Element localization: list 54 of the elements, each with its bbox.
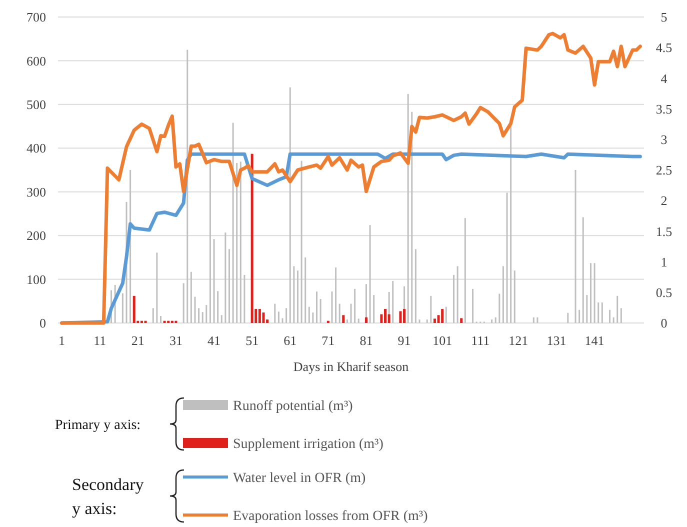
y-tick-label: 400 xyxy=(26,140,46,156)
y-tick-label: 0 xyxy=(40,316,46,331)
bar xyxy=(342,315,345,323)
bar xyxy=(399,311,402,323)
bar xyxy=(250,154,254,323)
text: Primary y axis: xyxy=(55,418,141,433)
y-tick-label: 200 xyxy=(26,228,46,244)
bar xyxy=(433,318,436,323)
y-tick-label: 700 xyxy=(26,10,46,25)
y2-tick-label: 2.5 xyxy=(656,162,672,178)
y2-tick-label: 3 xyxy=(660,132,668,147)
x-tick-label: 141 xyxy=(584,333,604,348)
y2-tick-label: 4 xyxy=(660,70,668,86)
y-tick-label: 600 xyxy=(26,53,46,68)
y2-tick-label: 3.5 xyxy=(656,101,672,116)
line-series xyxy=(60,32,642,325)
legend-label: Water level in OFR (m) xyxy=(233,470,366,486)
y2-tick-label: 0 xyxy=(660,316,668,331)
text: Secondary y axis: xyxy=(72,474,144,518)
x-tick-label: 101 xyxy=(432,333,452,348)
bar xyxy=(403,309,406,323)
x-tick-label: 21 xyxy=(131,333,144,348)
x-tick-label: 131 xyxy=(546,333,566,348)
y2-tick-label: 1 xyxy=(660,254,668,270)
y-tick-label: 500 xyxy=(26,96,46,112)
bar xyxy=(364,317,368,323)
y-tick-label: 100 xyxy=(26,272,46,287)
bar xyxy=(460,318,463,323)
x-tick-label: 11 xyxy=(94,333,106,348)
x-tick-label: 111 xyxy=(471,333,490,348)
x-tick-label: 121 xyxy=(508,333,528,348)
bar xyxy=(441,309,444,323)
x-tick-label: 91 xyxy=(398,333,411,348)
y2-tick-label: 2 xyxy=(660,193,668,208)
bar xyxy=(384,309,386,323)
y2-tick-label: 5 xyxy=(660,10,668,25)
y2-tick-label: 1.5 xyxy=(656,224,672,239)
legend-label: Supplement irrigation (m³) xyxy=(233,436,384,452)
y2-tick-label: 0.5 xyxy=(656,284,672,300)
y-tick-label: 300 xyxy=(26,184,46,200)
legend-label: Evaporation losses from OFR (m³) xyxy=(233,508,428,524)
bar xyxy=(258,309,261,323)
x-tick-label: 31 xyxy=(169,333,182,348)
x-axis-title: Days in Kharif season xyxy=(293,359,410,374)
x-tick-label: 41 xyxy=(208,333,221,348)
x-tick-label: 51 xyxy=(246,333,259,348)
x-tick-label: 81 xyxy=(360,333,373,348)
x-tick-label: 61 xyxy=(284,333,297,348)
bar xyxy=(262,312,265,323)
bar xyxy=(132,296,136,323)
y2-tick-label: 4.5 xyxy=(656,40,672,56)
x-tick-label: 1 xyxy=(58,333,66,348)
x-tick-label: 71 xyxy=(322,333,335,348)
legend-label: Runoff potential (m³) xyxy=(233,398,354,414)
